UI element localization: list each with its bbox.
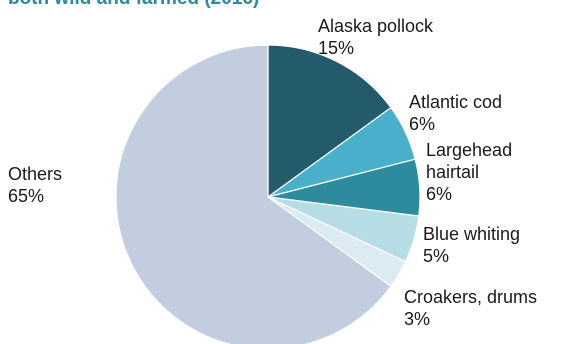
pie-labels: Alaska pollock 15% Atlantic cod 6% Largehead… [8,16,537,329]
pie-slice-label: Atlantic cod 6% [409,92,502,134]
pie-slices [115,44,421,344]
chart-title: both wild and farmed (2016) [8,0,259,11]
pie-slice-label: Blue whiting 5% [423,224,520,266]
pie-slice [267,44,392,199]
pie-slice-label: Largehead hairtail 6% [426,140,512,204]
pie-slice-label: Alaska pollock 15% [318,16,434,58]
pie-slice-label: Croakers, drums 3% [404,287,537,329]
pie-slice-label: Others 65% [8,164,62,206]
pie-slice [115,44,392,344]
